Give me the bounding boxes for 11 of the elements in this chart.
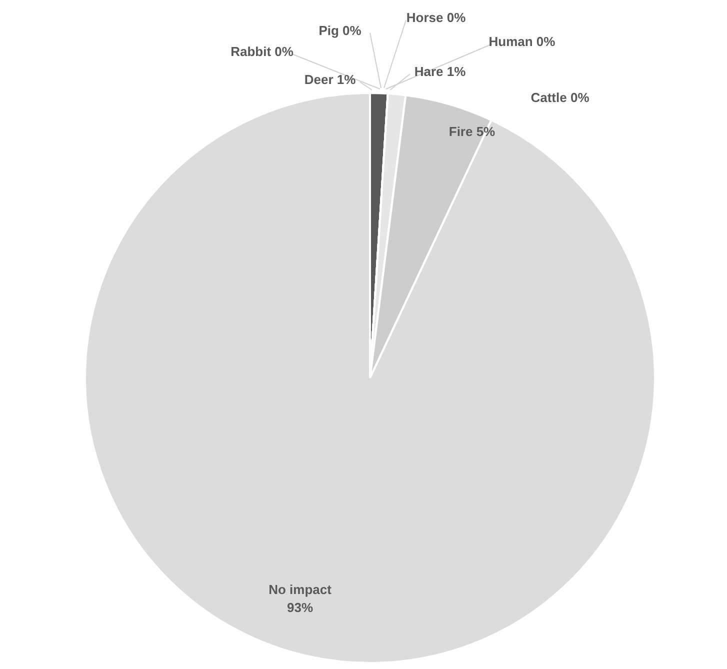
slice-label: Deer 1% xyxy=(304,72,356,87)
slice-label: Hare 1% xyxy=(414,64,466,79)
data-label: 93% xyxy=(286,600,314,615)
category-label: Cattle 0% xyxy=(530,90,590,105)
category-label: Pig 0% xyxy=(318,23,362,38)
slice-label: No impact xyxy=(268,582,332,597)
category-label: Rabbit 0% xyxy=(230,44,294,59)
pie-slice xyxy=(84,92,656,664)
slice-label: Fire 5% xyxy=(448,124,496,139)
category-label: Human 0% xyxy=(488,34,556,49)
category-label: Horse 0% xyxy=(406,10,466,25)
